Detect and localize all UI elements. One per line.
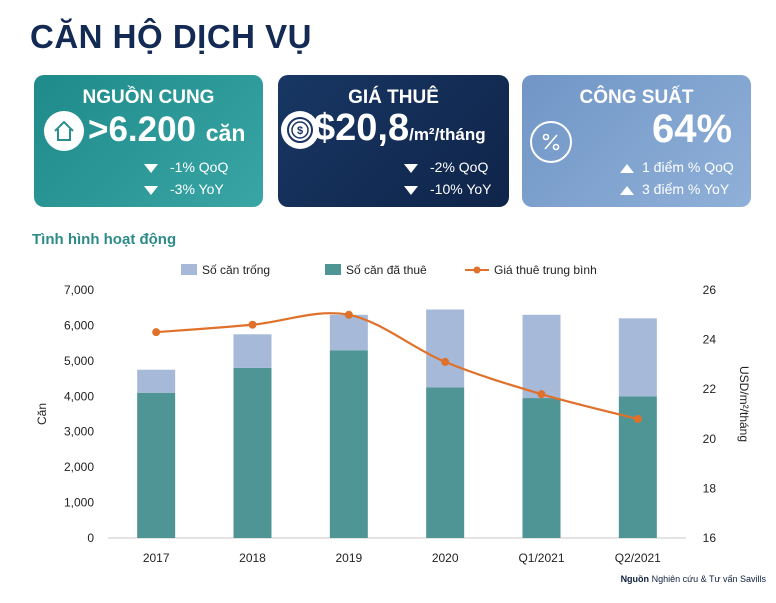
occupancy-yoy: 3 điểm % YoY — [620, 181, 729, 197]
x-tick-label: 2017 — [143, 551, 170, 565]
rent-yoy: -10% YoY — [404, 181, 492, 197]
left-tick-label: 0 — [87, 531, 94, 545]
rent-qoq: -2% QoQ — [404, 159, 488, 175]
down-arrow-icon — [404, 163, 418, 173]
occupancy-card: CÔNG SUẤT 64% 1 điểm % QoQ 3 điểm % YoY — [522, 75, 751, 207]
legend-occupied-label: Số căn đã thuê — [346, 263, 427, 277]
up-arrow-icon — [620, 163, 634, 173]
rent-unit: /m²/tháng — [409, 125, 486, 144]
bar-vacant — [522, 314, 561, 399]
avg-rent-point — [344, 310, 353, 319]
down-arrow-icon — [144, 163, 158, 173]
page-title: CĂN HỘ DỊCH VỤ — [30, 18, 313, 55]
left-tick-label: 2,000 — [64, 460, 94, 474]
occupancy-qoq-text: 1 điểm % QoQ — [642, 159, 734, 175]
supply-qoq-text: -1% QoQ — [170, 159, 229, 175]
percent-icon — [530, 121, 572, 163]
occupancy-yoy-text: 3 điểm % YoY — [642, 181, 730, 197]
left-axis-title: Căn — [35, 403, 49, 425]
bar-occupied — [137, 392, 176, 538]
right-axis-title: USD/m²/tháng — [737, 366, 751, 442]
x-tick-label: 2020 — [432, 551, 459, 565]
coin-icon: $ — [281, 111, 319, 149]
bar-vacant — [233, 334, 272, 368]
right-tick-label: 24 — [703, 333, 717, 347]
left-tick-label: 1,000 — [64, 496, 94, 510]
occupancy-label: CÔNG SUẤT — [579, 87, 694, 108]
right-tick-label: 20 — [703, 432, 717, 446]
supply-number: >6.200 — [88, 110, 197, 149]
supply-qoq: -1% QoQ — [144, 159, 228, 175]
rent-value: $20,8/m²/tháng — [314, 107, 486, 150]
supply-yoy: -3% YoY — [144, 181, 224, 197]
right-tick-label: 16 — [703, 531, 717, 545]
left-tick-label: 3,000 — [64, 425, 94, 439]
bar-vacant — [329, 314, 368, 351]
rent-yoy-text: -10% YoY — [430, 181, 492, 197]
avg-rent-point — [441, 357, 450, 366]
supply-value: >6.200 căn — [88, 110, 245, 150]
section-title: Tình hình hoạt động — [32, 231, 177, 248]
x-tick-label: 2018 — [239, 551, 266, 565]
left-tick-label: 5,000 — [64, 354, 94, 368]
rent-number: $20,8 — [314, 107, 410, 149]
legend-avg-rent-label: Giá thuê trung bình — [494, 263, 597, 277]
supply-label: NGUỒN CUNG — [82, 87, 215, 108]
occupancy-value: 64% — [652, 107, 733, 151]
avg-rent-line — [156, 312, 639, 421]
legend-vacant-label: Số căn trống — [202, 263, 270, 277]
avg-rent-point — [633, 414, 642, 423]
operations-chart: Số căn trống Số căn đã thuê Giá thuê trung… — [35, 263, 751, 565]
down-arrow-icon — [144, 185, 158, 195]
avg-rent-point — [152, 328, 161, 337]
bar-vacant — [618, 318, 657, 397]
down-arrow-icon — [404, 185, 418, 195]
right-tick-label: 26 — [703, 283, 717, 297]
supply-unit: căn — [205, 120, 246, 146]
supply-yoy-text: -3% YoY — [170, 181, 224, 197]
avg-rent-point — [248, 320, 257, 329]
bar-occupied — [329, 350, 368, 538]
x-tick-label: 2019 — [335, 551, 362, 565]
legend-avg-rent-marker — [473, 266, 481, 274]
left-tick-label: 7,000 — [64, 283, 94, 297]
rent-label: GIÁ THUÊ — [348, 87, 439, 108]
svg-text:$: $ — [297, 125, 303, 137]
left-tick-label: 6,000 — [64, 318, 94, 332]
legend-occupied-swatch — [325, 264, 341, 275]
source-text: Nghiên cứu & Tư vấn Savills — [649, 574, 766, 584]
bar-occupied — [522, 398, 561, 538]
supply-card: NGUỒN CUNG >6.200 căn -1% QoQ -3% YoY — [34, 75, 263, 207]
source-label: Nguồn — [620, 574, 650, 584]
bar-occupied — [426, 387, 465, 538]
avg-rent-point — [537, 390, 546, 399]
x-tick-label: Q2/2021 — [615, 551, 661, 565]
right-tick-label: 18 — [703, 481, 717, 495]
legend-vacant-swatch — [181, 264, 197, 275]
source-note: Nguồn Nghiên cứu & Tư vấn Savills — [621, 574, 766, 584]
x-tick-label: Q1/2021 — [518, 551, 564, 565]
bar-vacant — [426, 309, 465, 388]
left-tick-label: 4,000 — [64, 389, 94, 403]
bar-vacant — [137, 369, 176, 393]
home-icon — [44, 111, 84, 151]
occupancy-qoq: 1 điểm % QoQ — [620, 159, 734, 175]
rent-qoq-text: -2% QoQ — [430, 159, 489, 175]
up-arrow-icon — [620, 185, 634, 195]
rent-card: GIÁ THUÊ $ $20,8/m²/tháng -2% QoQ -10% Y… — [278, 75, 509, 207]
right-tick-label: 22 — [703, 382, 717, 396]
bar-occupied — [233, 367, 272, 538]
